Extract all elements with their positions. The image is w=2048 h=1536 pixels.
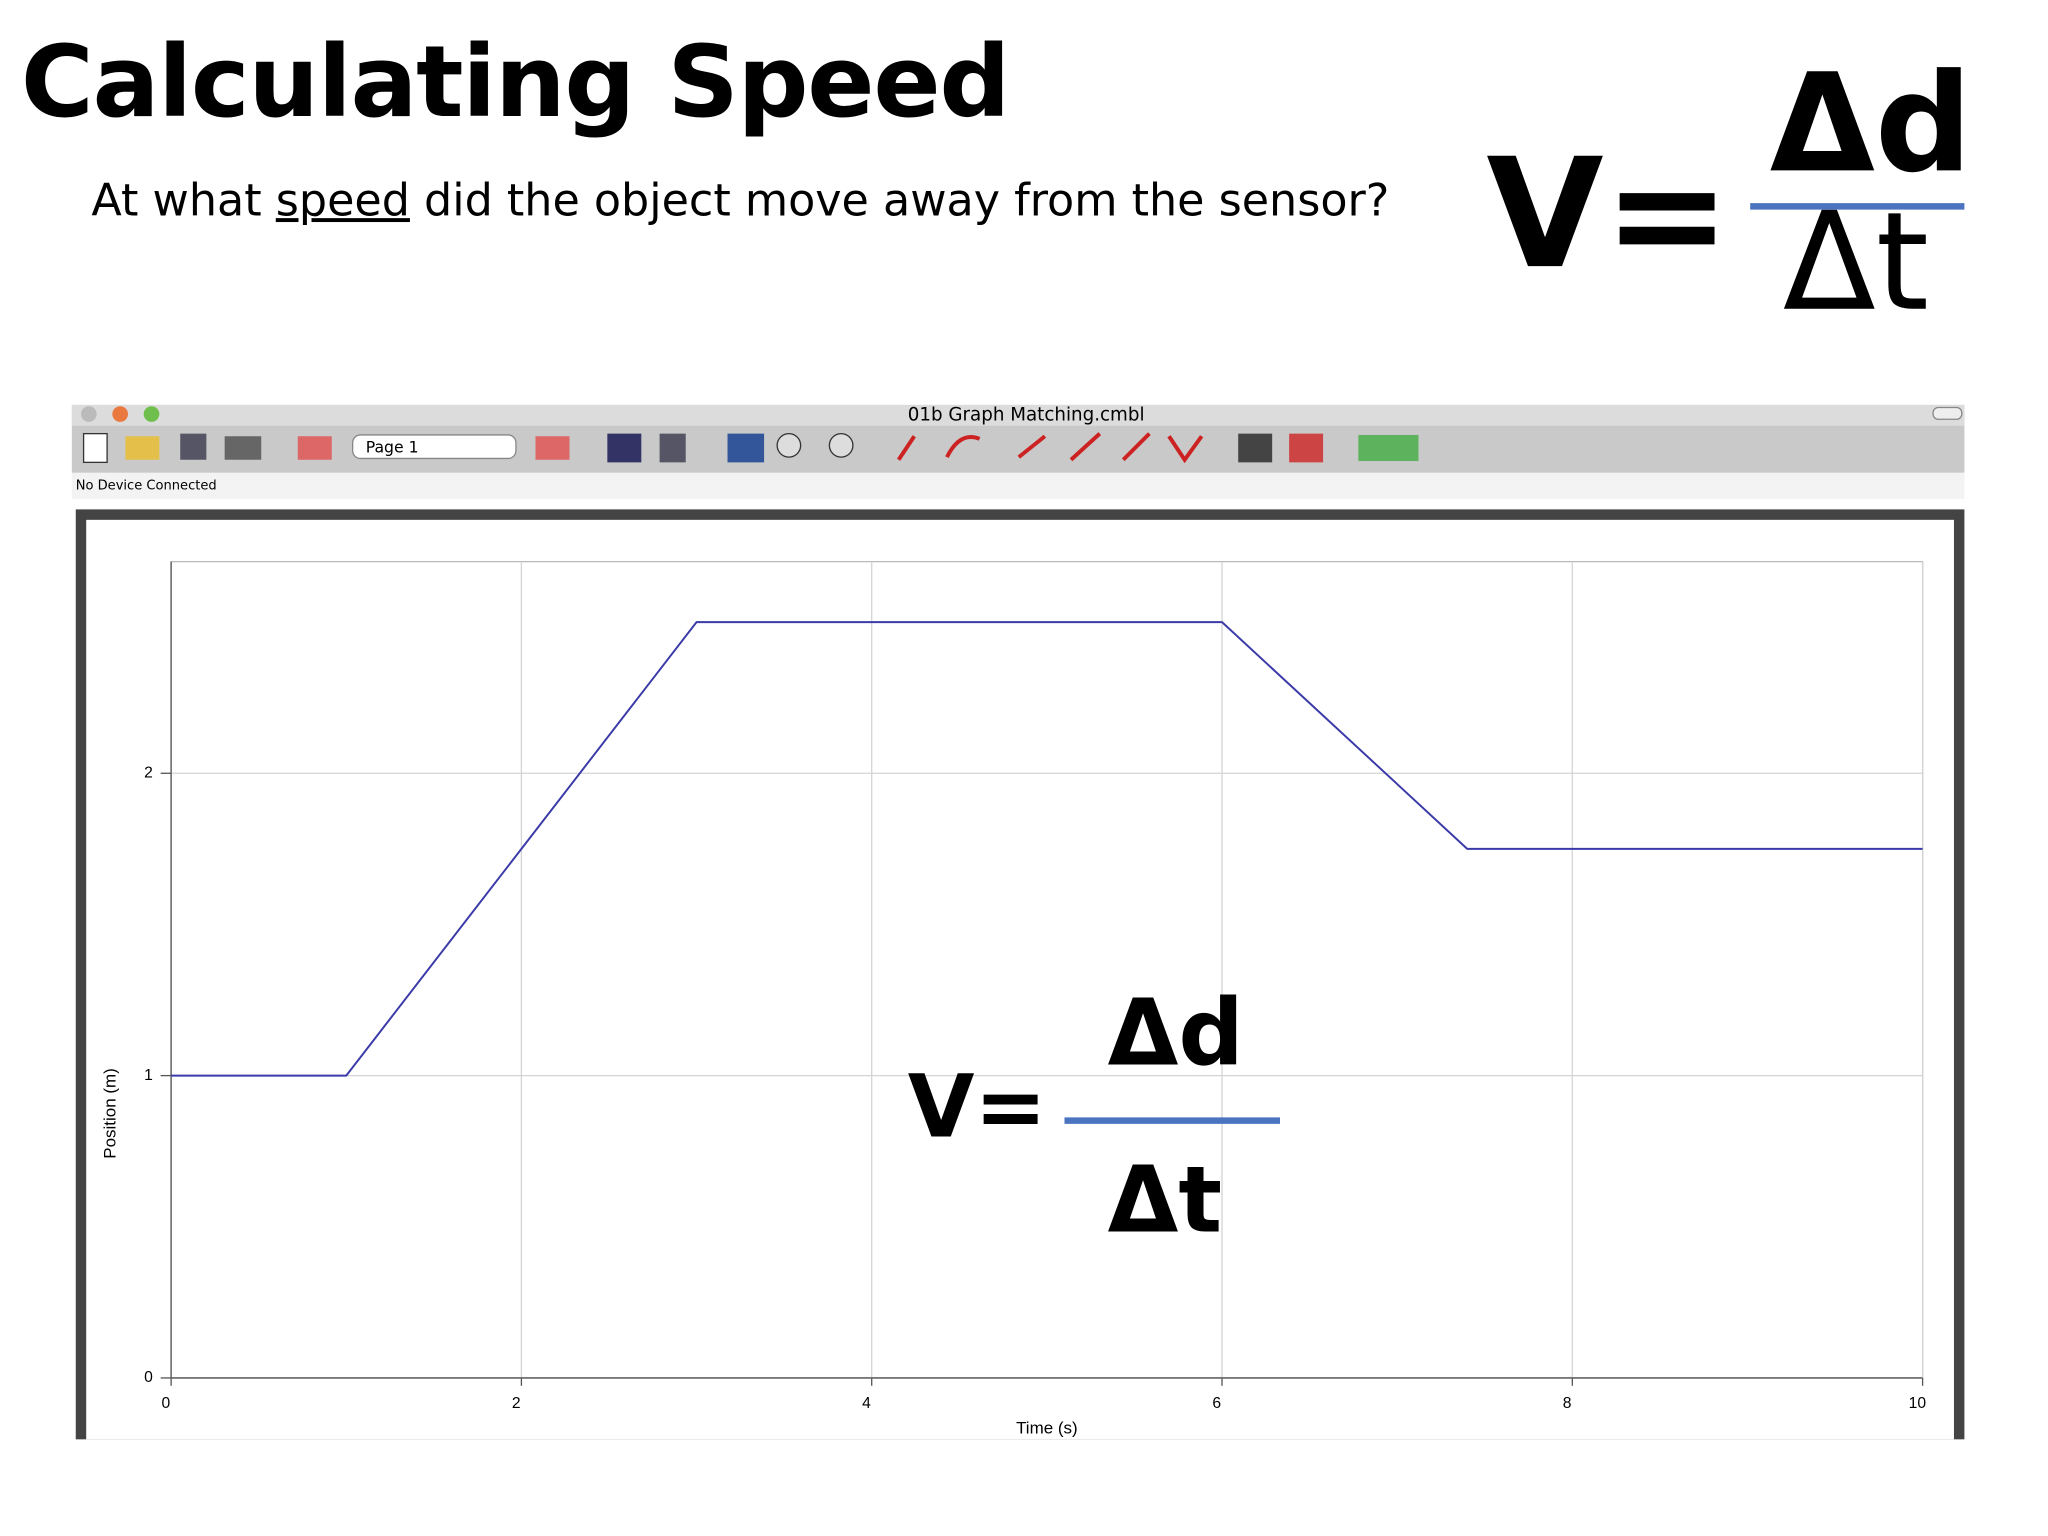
title-bar [71,404,1965,426]
icon[interactable] [607,433,642,463]
page-select[interactable] [351,434,517,460]
formula-numerator: Δd [1770,45,1972,203]
icon[interactable] [535,436,570,460]
icon[interactable] [1238,433,1273,463]
x-tick-label: 4 [862,1395,871,1412]
data-line [171,621,1923,1077]
window-button[interactable] [143,406,160,422]
icon[interactable] [1017,432,1204,464]
annotation-denominator: Δt [1108,1147,1222,1254]
formula-denominator: Δt [1783,184,1929,342]
toolbar-icons [82,432,1419,464]
x-axis-label: Time (s) [1016,1418,1078,1437]
question-text: did the object move away from the sensor… [409,175,1390,228]
x-tick-label: 0 [162,1395,171,1412]
x-tick-label: 2 [512,1395,521,1412]
page-select-label: Page 1 [366,437,419,456]
icon[interactable] [180,433,207,460]
x-tick-label: 10 [1909,1395,1927,1412]
x-tick-label: 8 [1563,1395,1572,1412]
x-tick-label: 6 [1212,1395,1221,1412]
plot: 0 2 4 6 8 10 0 1 2 Time (s) Position (m) V= Δd Δt [101,560,1927,1437]
slide-title: Calculating Speed [20,23,1011,140]
question-text: At what [91,175,276,228]
icon[interactable] [125,436,160,460]
icon[interactable] [1289,433,1324,463]
icon[interactable] [659,433,686,463]
collect-button[interactable] [1358,434,1419,462]
y-tick-label: 2 [144,764,153,781]
annotation-lhs: V= [908,1057,1047,1157]
status-bar [71,472,1965,499]
annotation-numerator: Δd [1108,980,1244,1087]
y-tick-label: 0 [144,1369,153,1386]
icon[interactable] [727,433,765,463]
icon[interactable] [297,436,332,460]
y-axis-label: Position (m) [101,1068,120,1159]
icon[interactable] [224,436,262,460]
window-button[interactable] [80,406,97,422]
window-title: 01b Graph Matching.cmbl [908,404,1145,425]
window-button[interactable] [112,406,128,422]
question-emphasis: speed [275,175,410,228]
y-tick-label: 1 [144,1067,153,1084]
icon[interactable] [82,432,108,464]
icon[interactable] [776,432,802,458]
window-button[interactable] [1932,406,1963,420]
status-text: No Device Connected [76,478,217,493]
question: At what speed did the object move away f… [91,175,1389,227]
icon[interactable] [828,432,854,458]
icon[interactable] [896,435,981,461]
plot-area [170,560,1924,1379]
formula-lhs: V= [1486,125,1730,302]
